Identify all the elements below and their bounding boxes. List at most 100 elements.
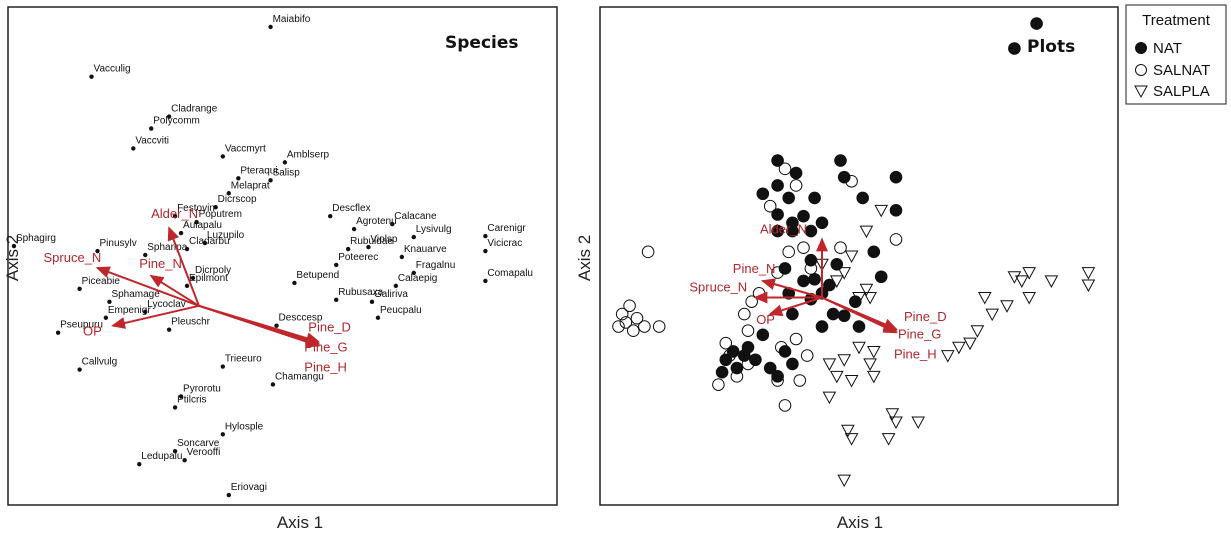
species-label-agrotenu: Agrotenu — [356, 216, 397, 227]
plots-vector-label-spruce-n: Spruce_N — [689, 280, 747, 295]
species-label-spharipa: Spharipa — [147, 242, 187, 253]
species-label-soncarve: Soncarve — [177, 438, 220, 449]
species-point-poputrem — [194, 219, 199, 225]
plot-point-salpla-3 — [859, 283, 874, 297]
plot-point-salpla-4 — [852, 292, 866, 305]
plot-point-salnat-2 — [845, 175, 858, 188]
plot-point-salpla-21 — [844, 433, 859, 446]
plots-vector-label-pine-g: Pine_G — [898, 327, 941, 342]
species-point-lysivulg — [411, 234, 416, 240]
plot-point-salnat-24 — [778, 399, 792, 412]
plot-point-salpla-6 — [837, 267, 852, 280]
plot-point-salnat-14 — [719, 336, 733, 350]
plots-vector-pine-n — [760, 278, 823, 299]
plots-plot-frame — [599, 6, 1119, 506]
species-point-galiriva — [369, 299, 375, 305]
plot-point-nat-47 — [715, 365, 729, 379]
plot-point-salnat-28 — [630, 311, 644, 325]
species-point-pinusylv — [95, 248, 100, 254]
species-label-chamangu: Chamangu — [275, 371, 324, 382]
species-point-ledupalu — [137, 461, 142, 467]
plot-point-salpla-36 — [1081, 279, 1096, 293]
plot-point-nat-5 — [837, 170, 851, 184]
species-point-verooffi — [182, 457, 187, 463]
species-label-lycoclav: Lycoclav — [147, 299, 186, 310]
plot-point-salnat-29 — [619, 316, 633, 329]
species-point-pseupuru — [55, 330, 61, 335]
species-vector-alder-n — [167, 226, 200, 307]
plot-point-nat-48 — [771, 370, 784, 383]
species-label-salisp: Salisp — [273, 167, 301, 178]
species-label-empenigr: Empenigr — [108, 305, 151, 316]
plot-point-nat-4 — [789, 166, 803, 180]
plot-point-nat-9 — [782, 191, 796, 205]
species-label-betupend: Betupend — [296, 270, 339, 281]
species-point-polycomm — [149, 126, 154, 131]
plot-point-nat-10 — [808, 191, 821, 205]
species-point-sphagirg — [11, 243, 17, 249]
species-label-vaccviti: Vaccviti — [135, 135, 169, 146]
species-label-epilmont: Epilmont — [189, 273, 228, 284]
species-label-pinusylv: Pinusylv — [100, 238, 137, 249]
plot-point-nat-13 — [771, 208, 784, 221]
species-label-pyrorotu: Pyrorotu — [183, 383, 221, 394]
plot-point-nat-15 — [815, 216, 829, 230]
plot-point-nat-35 — [815, 320, 829, 333]
plots-vector-op — [768, 296, 823, 317]
plot-point-salpla-35 — [1081, 267, 1096, 280]
species-label-peucpalu: Peucpalu — [380, 305, 422, 316]
species-label-sphagirg: Sphagirg — [16, 233, 56, 244]
plot-point-salnat-6 — [834, 241, 847, 254]
species-label-trieeuro: Trieeuro — [225, 354, 262, 365]
species-y-axis-title: Axis 2 — [3, 235, 22, 281]
species-label-cladrange: Cladrange — [171, 104, 218, 115]
species-label-dicrpoly: Dicrpoly — [195, 265, 231, 276]
species-vector-pine-h — [198, 304, 321, 348]
plot-point-salpla-24 — [881, 433, 896, 446]
legend-marker-salnat — [1135, 64, 1147, 76]
species-label-poteerec: Poteerec — [338, 252, 378, 263]
plot-point-salpla-38 — [963, 337, 977, 351]
plot-point-nat-42 — [749, 353, 762, 367]
species-point-agrotenu — [351, 226, 357, 232]
species-label-rubusaxa: Rubusaxa — [338, 287, 383, 298]
species-label-fragalnu: Fragalnu — [416, 260, 455, 271]
species-label-violsp: Violsp — [370, 234, 397, 245]
species-point-cladrange — [166, 114, 172, 119]
species-point-vaccmyrt — [220, 154, 226, 159]
plot-point-nat-8 — [756, 187, 770, 201]
species-label-comapalu: Comapalu — [487, 268, 533, 279]
species-label-hylosple: Hylosple — [225, 421, 264, 432]
species-point-dicrpoly — [190, 275, 196, 281]
plot-point-salpla-34 — [1044, 275, 1059, 288]
species-label-callvulg: Callvulg — [82, 357, 118, 368]
plot-point-nat-3 — [834, 154, 847, 167]
species-point-comapalu — [483, 278, 488, 284]
species-point-violsp — [366, 244, 371, 250]
plot-point-salnat-17 — [775, 341, 788, 354]
plot-point-salpla-15 — [844, 375, 859, 388]
plot-point-salnat-15 — [723, 349, 736, 362]
species-label-calacane: Calacane — [394, 211, 437, 222]
plots-vector-label-alder-n: Alder_N — [760, 221, 807, 236]
legend-label-nat: NAT — [1153, 40, 1182, 57]
plot-point-salpla-11 — [822, 358, 837, 371]
species-label-melaprat: Melaprat — [231, 180, 270, 191]
plot-point-salpla-13 — [866, 345, 881, 359]
plots-vector-pine-h — [821, 296, 898, 334]
plot-point-nat-0 — [1030, 17, 1043, 30]
plot-point-salnat-27 — [615, 307, 629, 321]
species-panel-title: Species — [445, 33, 519, 53]
species-point-vacculig — [89, 74, 94, 79]
species-label-verooffi: Verooffi — [187, 447, 221, 458]
species-point-vicicrac — [483, 248, 488, 254]
plot-point-salpla-19 — [911, 416, 926, 430]
species-point-ptilcris — [172, 405, 178, 410]
species-point-spharipa — [143, 252, 148, 258]
plot-point-salnat-22 — [793, 374, 807, 387]
species-label-rubuidae: Rubuidae — [350, 236, 393, 247]
species-x-axis-title: Axis 1 — [277, 513, 323, 532]
plot-point-salpla-30 — [977, 292, 992, 305]
plot-point-salpla-2 — [844, 250, 859, 264]
plot-point-salnat-5 — [797, 241, 810, 254]
